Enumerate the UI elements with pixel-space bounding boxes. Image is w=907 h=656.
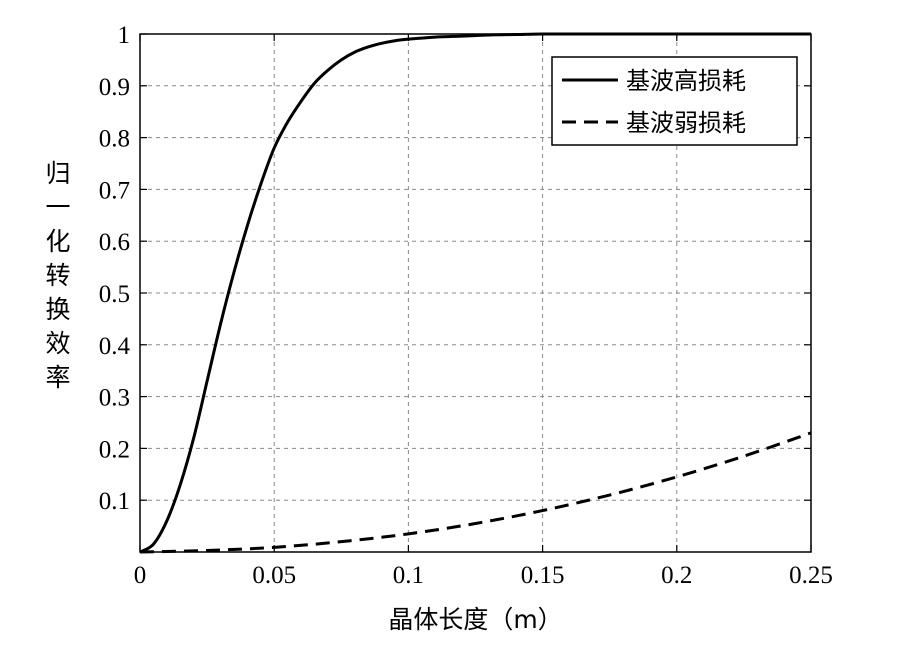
x-tick-label: 0.25 — [789, 562, 833, 589]
y-tick-label: 0.9 — [99, 74, 130, 101]
x-tick-label: 0.2 — [661, 562, 692, 589]
x-tick-label: 0.1 — [393, 562, 424, 589]
y-tick-label: 0.4 — [99, 333, 131, 360]
axis-ticks: 0 0.05 0.1 0.15 0.2 0.25 0.1 0.2 0.3 0.4 0.5 0.6 0.7… — [99, 22, 833, 589]
series-line-solid — [139, 32, 811, 554]
grid — [140, 34, 811, 552]
legend-label: 基波弱损耗 — [626, 109, 746, 137]
y-tick-label: 0.8 — [99, 126, 130, 153]
x-tick-label: 0 — [134, 562, 147, 589]
y-axis-label: 归一化转换效率 — [45, 159, 70, 392]
y-tick-label: 0.5 — [99, 281, 130, 308]
y-tick-label: 0.1 — [99, 488, 130, 515]
x-tick-label: 0.15 — [521, 562, 565, 589]
series-lines — [139, 32, 812, 554]
y-tick-label: 0.2 — [99, 436, 130, 463]
x-tick-label: 0.05 — [252, 562, 296, 589]
y-tick-label: 0.3 — [99, 385, 130, 412]
y-tick-label: 0.7 — [99, 177, 130, 204]
x-axis-label: 晶体长度（m） — [388, 605, 562, 634]
legend-box — [551, 56, 798, 146]
y-tick-label: 0.6 — [99, 229, 130, 256]
y-tick-label: 1 — [118, 22, 131, 49]
legend-label: 基波高损耗 — [626, 67, 746, 95]
series-line-dashed — [139, 431, 812, 554]
